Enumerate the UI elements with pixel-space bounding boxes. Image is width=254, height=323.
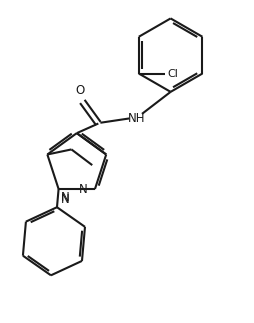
Text: Cl: Cl <box>167 68 177 78</box>
Text: N: N <box>79 182 88 195</box>
Text: O: O <box>75 84 85 97</box>
Text: N: N <box>60 191 69 203</box>
Text: N: N <box>60 193 69 206</box>
Text: NH: NH <box>127 112 145 125</box>
